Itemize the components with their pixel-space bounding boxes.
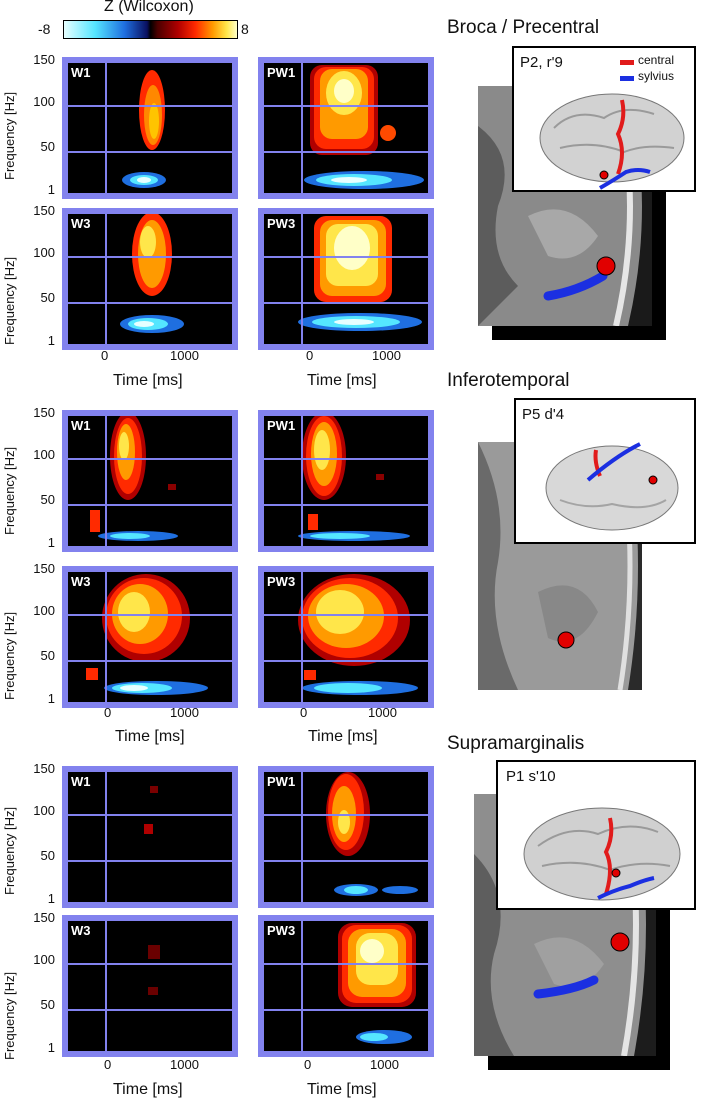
ytick-100: 100: [33, 447, 55, 462]
xtick-0: 0: [306, 348, 314, 363]
y-axis-label: Frequency [Hz]: [2, 611, 17, 700]
spectrogram-panel-w3: W3: [62, 208, 238, 350]
inset-label: P1 s'10: [506, 768, 556, 785]
panel-label-w3: W3: [71, 574, 91, 589]
spectrogram-panel-w1: W1: [62, 57, 238, 199]
ytick-100: 100: [33, 952, 55, 967]
panel-label-w1: W1: [71, 418, 91, 433]
spectrogram-panel-pw1: PW1: [258, 410, 434, 552]
spectrogram-panel-pw1: PW1: [258, 57, 434, 199]
spectrogram-panel-pw3: PW3: [258, 915, 434, 1057]
brain-inset-supramarginalis: P1 s'10: [496, 760, 696, 910]
y-ticks-row5: 150 100 50 1: [27, 761, 57, 906]
panel-label-pw1: PW1: [267, 418, 296, 433]
y-ticks-row6: 150 100 50 1: [27, 910, 57, 1055]
spectrogram-panel-w1: W1: [62, 766, 238, 908]
ytick-1: 1: [47, 333, 55, 348]
brain-inset-broca: P2, r'9 central sylvius: [512, 46, 696, 192]
spectrogram-panel-pw3: PW3: [258, 208, 434, 350]
ytick-150: 150: [33, 910, 55, 925]
xtick-1000: 1000: [170, 348, 199, 363]
x-axis-label: Time [ms]: [115, 728, 185, 745]
ytick-1: 1: [47, 535, 55, 550]
panel-label-w3: W3: [71, 216, 91, 231]
ytick-1: 1: [47, 182, 55, 197]
legend-label-central: central: [638, 53, 675, 67]
ytick-150: 150: [33, 561, 55, 576]
inset-label: P2, r'9: [520, 54, 563, 71]
panel-label-w1: W1: [71, 774, 91, 789]
x-axis-label: Time [ms]: [307, 1081, 377, 1098]
spectrogram-panel-w3: W3: [62, 915, 238, 1057]
xtick-1000: 1000: [170, 705, 199, 720]
x-axis-label: Time [ms]: [113, 372, 183, 389]
ytick-150: 150: [33, 52, 55, 67]
xtick-1000: 1000: [370, 1057, 399, 1072]
ytick-50: 50: [40, 492, 55, 507]
ytick-50: 50: [40, 139, 55, 154]
xtick-0: 0: [104, 1057, 112, 1072]
region-title-broca: Broca / Precentral: [447, 17, 600, 38]
inset-label: P5 d'4: [522, 406, 565, 423]
ytick-150: 150: [33, 405, 55, 420]
xtick-1000: 1000: [372, 348, 401, 363]
x-axis-label: Time [ms]: [113, 1081, 183, 1098]
ytick-50: 50: [40, 997, 55, 1012]
xtick-0: 0: [300, 705, 308, 720]
ytick-50: 50: [40, 290, 55, 305]
ytick-150: 150: [33, 203, 55, 218]
spectrogram-panel-pw1: PW1: [258, 766, 434, 908]
panel-label-pw1: PW1: [267, 65, 296, 80]
legend-label-sylvius: sylvius: [638, 69, 675, 83]
panel-label-w1: W1: [71, 65, 91, 80]
y-axis-label: Frequency [Hz]: [2, 91, 17, 180]
spectrogram-panel-w1: W1: [62, 410, 238, 552]
y-axis-label: Frequency [Hz]: [2, 806, 17, 895]
ytick-1: 1: [47, 691, 55, 706]
legend-swatch-sylvius: [620, 76, 634, 81]
xtick-1000: 1000: [170, 1057, 199, 1072]
spectrogram-panel-w3: W3: [62, 566, 238, 708]
colorbar-min-label: -8: [38, 21, 51, 37]
spectrogram-panel-pw3: PW3: [258, 566, 434, 708]
legend-swatch-central: [620, 60, 634, 65]
ytick-100: 100: [33, 803, 55, 818]
region-title-supramarginalis: Supramarginalis: [447, 733, 585, 754]
y-ticks-row2: 150 100 50 1: [27, 203, 57, 348]
ytick-1: 1: [47, 891, 55, 906]
y-axis-label: Frequency [Hz]: [2, 256, 17, 345]
ytick-100: 100: [33, 245, 55, 260]
x-axis-label: Time [ms]: [308, 728, 378, 745]
panel-label-pw3: PW3: [267, 923, 296, 938]
y-ticks-row1: 150 100 50 1: [27, 52, 57, 197]
xtick-0: 0: [104, 705, 112, 720]
panel-label-pw3: PW3: [267, 574, 296, 589]
region-title-inferotemporal: Inferotemporal: [447, 370, 570, 391]
colorbar-max-label: 8: [241, 21, 249, 37]
ytick-100: 100: [33, 94, 55, 109]
ytick-50: 50: [40, 848, 55, 863]
colorbar-title: Z (Wilcoxon): [104, 0, 194, 15]
ytick-1: 1: [47, 1040, 55, 1055]
xtick-0: 0: [304, 1057, 312, 1072]
x-axis-label: Time [ms]: [307, 372, 377, 389]
ytick-150: 150: [33, 761, 55, 776]
panel-label-pw3: PW3: [267, 216, 296, 231]
ytick-100: 100: [33, 603, 55, 618]
y-ticks-row3: 150 100 50 1: [27, 405, 57, 550]
xtick-0: 0: [101, 348, 109, 363]
panel-label-pw1: PW1: [267, 774, 296, 789]
y-axis-label: Frequency [Hz]: [2, 971, 17, 1060]
xtick-1000: 1000: [368, 705, 397, 720]
ytick-50: 50: [40, 648, 55, 663]
panel-label-w3: W3: [71, 923, 91, 938]
y-axis-label: Frequency [Hz]: [2, 446, 17, 535]
y-ticks-row4: 150 100 50 1: [27, 561, 57, 706]
colorbar: [63, 20, 238, 39]
brain-inset-inferotemporal: P5 d'4: [514, 398, 696, 544]
